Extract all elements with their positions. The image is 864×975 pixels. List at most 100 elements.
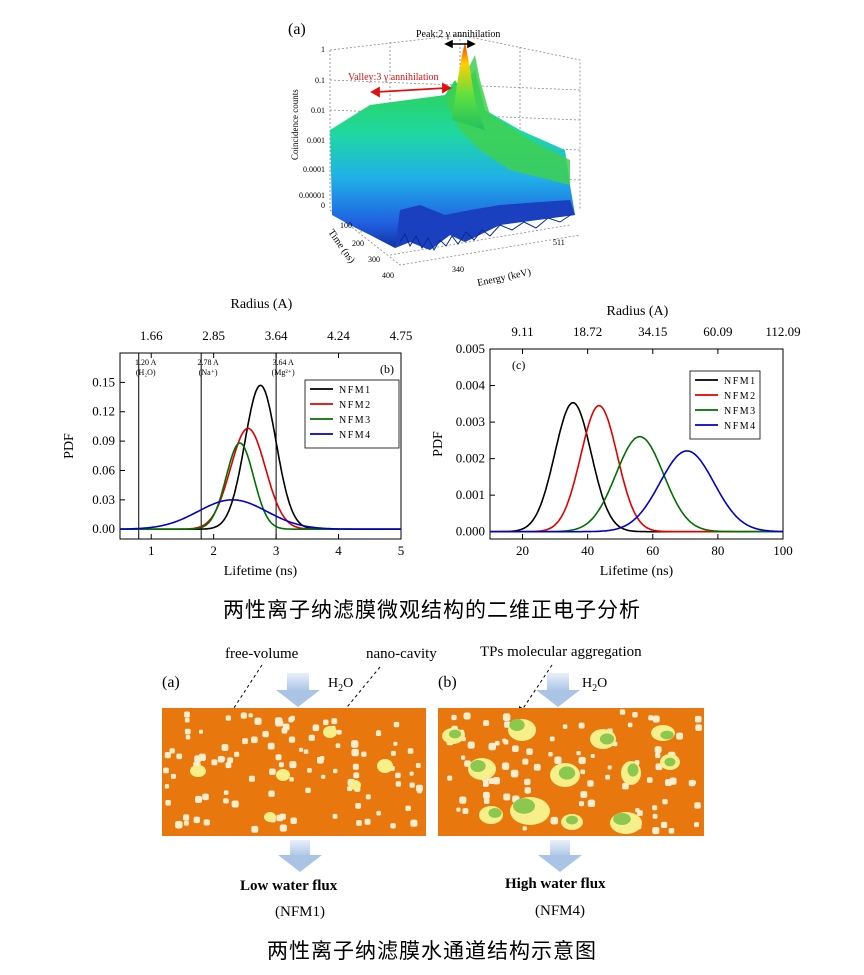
free-volume-pore <box>165 799 171 806</box>
water-inflow-arrow-b <box>536 673 580 707</box>
free-volume-pore <box>184 728 191 735</box>
free-volume-pore <box>694 822 700 828</box>
free-volume-pore <box>274 717 283 725</box>
free-volume-pore <box>276 814 283 822</box>
free-volume-pore <box>308 734 315 741</box>
h2o-label-a: H2O <box>328 676 353 694</box>
y-axis-label: PDF <box>431 431 446 457</box>
free-volume-pore <box>501 762 510 770</box>
free-volume-pore <box>393 741 398 746</box>
free-volume-pore <box>163 767 169 774</box>
free-volume-pore <box>652 813 658 819</box>
tps-aggregate <box>448 729 462 739</box>
reference-line-label: 1.20 A <box>135 358 157 367</box>
free-volume-pore <box>351 740 359 748</box>
free-volume-pore <box>524 787 531 794</box>
free-volume-pore <box>288 736 296 743</box>
reference-line-label: 2.78 A <box>198 358 220 367</box>
x-tick-label: 4 <box>335 543 342 558</box>
tps-aggregate <box>470 759 486 773</box>
y-tick-label: 0.004 <box>456 378 486 393</box>
lifetime-chart-c: Radius (A) 9.11 18.72 34.15 60.09 112.09 20 40 6… <box>431 304 801 579</box>
free-volume-label: free-volume <box>225 646 299 662</box>
x-tick-label: 1 <box>148 543 155 558</box>
top-tick-label: 2.85 <box>202 328 225 343</box>
plot-frame <box>489 348 784 540</box>
z-tick: 0.0001 <box>303 165 325 174</box>
free-volume-pore <box>482 791 490 799</box>
panel-label-schematic-b: (b) <box>438 674 457 691</box>
legend-box <box>689 370 761 440</box>
free-volume-pore <box>356 820 362 826</box>
reference-line-sub: (H₂O) <box>136 368 156 377</box>
x-tick-label: 3 <box>273 543 280 558</box>
tps-aggregate <box>488 808 502 818</box>
tps-aggregate <box>627 763 639 777</box>
free-volume-pore <box>225 762 232 769</box>
free-volume-pore <box>333 768 338 774</box>
free-volume-pore <box>548 752 553 757</box>
top-tick-label: 4.75 <box>390 328 413 343</box>
free-volume-pore <box>578 756 586 765</box>
free-volume-pore <box>248 713 253 718</box>
free-volume-pore <box>694 715 702 723</box>
free-volume-pore <box>549 736 555 742</box>
free-volume-pore <box>578 722 585 729</box>
free-volume-pore <box>482 781 489 787</box>
valley-label: Valley:3 γ annihilation <box>348 72 439 83</box>
free-volume-pore <box>502 713 511 721</box>
free-volume-pore <box>456 807 461 812</box>
free-volume-pore <box>170 773 176 779</box>
z-tick: 0.001 <box>307 136 325 145</box>
free-volume-pore <box>635 807 640 813</box>
top-tick-label: 34.15 <box>638 324 667 339</box>
reference-line-sub: (Mg²⁺) <box>272 368 295 377</box>
free-volume-pore <box>580 791 588 798</box>
free-volume-pore <box>488 742 497 751</box>
free-volume-pore <box>494 740 500 746</box>
time-tick: 100 <box>340 221 352 230</box>
free-volume-pore <box>351 748 359 757</box>
free-volume-pore <box>503 793 511 801</box>
surface-noise <box>395 200 575 250</box>
x-tick-label: 20 <box>516 543 529 558</box>
free-volume-pore <box>512 745 519 753</box>
free-volume-pore <box>393 721 400 728</box>
legend-label: NFM4 <box>339 430 372 441</box>
y-axis-label: PDF <box>62 433 77 459</box>
nano-cavity <box>276 769 290 781</box>
free-volume-pore <box>361 751 367 757</box>
y-tick-label: 0.06 <box>92 462 115 477</box>
tps-aggregate <box>565 815 579 825</box>
y-tick-label: 0.12 <box>92 404 115 419</box>
top-tick-label: 3.64 <box>265 328 288 343</box>
membrane-nfm1 <box>162 708 426 836</box>
free-volume-pore <box>654 746 662 754</box>
free-volume-pore <box>336 729 342 735</box>
top-tick-label: 60.09 <box>703 324 732 339</box>
legend-label: NFM2 <box>339 400 372 411</box>
free-volume-pore <box>203 819 210 826</box>
free-volume-pore <box>198 753 206 761</box>
free-volume-pore <box>290 817 297 824</box>
legend-label: NFM4 <box>724 421 757 432</box>
free-volume-pore <box>269 768 276 775</box>
x-axis-label: Lifetime (ns) <box>224 564 298 579</box>
free-volume-pore <box>251 736 258 744</box>
surface-ridge <box>445 55 570 185</box>
free-volume-pore <box>332 813 338 819</box>
legend-label: NFM3 <box>339 415 372 426</box>
free-volume-pore <box>231 800 239 808</box>
free-volume-pore <box>524 778 531 786</box>
water-inflow-arrow-a <box>276 673 320 707</box>
legend-label: NFM3 <box>724 406 757 417</box>
free-volume-pore <box>390 750 396 756</box>
free-volume-pore <box>321 774 326 779</box>
free-volume-pore <box>580 769 586 775</box>
free-volume-pore <box>395 781 402 787</box>
x-tick-label: 60 <box>646 543 659 558</box>
free-volume-pore <box>185 735 191 740</box>
nano-cavity <box>264 812 276 822</box>
free-volume-pore <box>331 718 338 725</box>
legend-label: NFM2 <box>724 391 757 402</box>
